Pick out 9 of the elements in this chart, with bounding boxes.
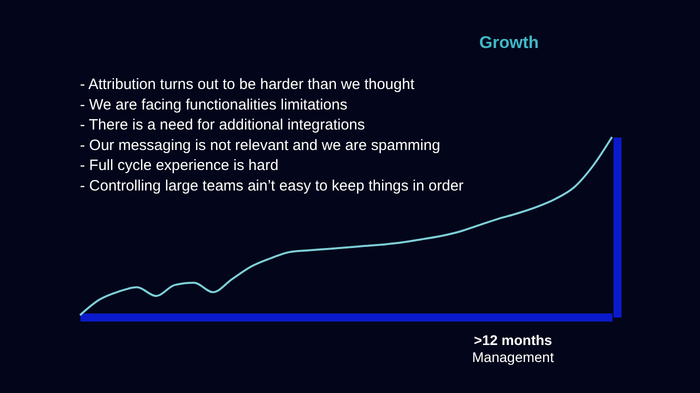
annotation: - Our messaging is not relevant and we are spamming <box>80 136 440 154</box>
annotation: - Controlling large teams ain’t easy to keep things in order <box>80 178 464 194</box>
x-axis-title: >12 months <box>474 332 552 348</box>
chart-title: Growth <box>479 33 539 52</box>
annotation: - Full cycle experience is hard <box>80 157 278 174</box>
text: Management <box>472 349 554 365</box>
text: - We are facing functionalities limitations <box>80 96 348 114</box>
text: - Attribution turns out to be harder than we thought <box>80 76 416 93</box>
text: - There is a need for additional integrations <box>80 116 365 134</box>
